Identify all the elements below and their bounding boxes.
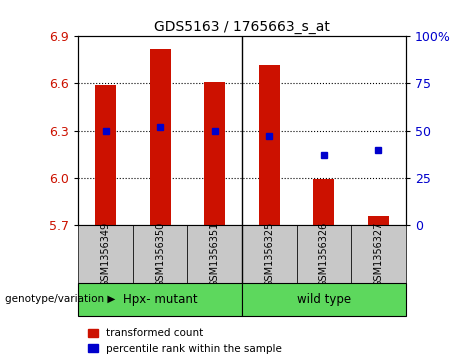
Text: GSM1356326: GSM1356326 [319, 221, 329, 287]
Text: GSM1356327: GSM1356327 [373, 221, 384, 287]
Bar [259, 65, 280, 225]
Bar [150, 49, 171, 225]
Bar [78, 283, 242, 316]
Bar [95, 85, 116, 225]
Bar [188, 225, 242, 283]
Bar [78, 225, 133, 283]
Text: GSM1356325: GSM1356325 [264, 221, 274, 287]
Bar [296, 225, 351, 283]
Bar [368, 216, 389, 225]
Text: Hpx- mutant: Hpx- mutant [123, 293, 197, 306]
Title: GDS5163 / 1765663_s_at: GDS5163 / 1765663_s_at [154, 20, 330, 34]
Bar [351, 225, 406, 283]
Bar [204, 82, 225, 225]
Text: GSM1356350: GSM1356350 [155, 221, 165, 287]
Text: wild type: wild type [297, 293, 351, 306]
Legend: transformed count, percentile rank within the sample: transformed count, percentile rank withi… [83, 324, 287, 358]
Text: GSM1356349: GSM1356349 [100, 221, 111, 287]
Bar [313, 179, 334, 225]
Bar [242, 225, 296, 283]
Bar [242, 283, 406, 316]
Bar [133, 225, 188, 283]
Text: GSM1356351: GSM1356351 [210, 221, 220, 287]
Text: genotype/variation ▶: genotype/variation ▶ [5, 294, 115, 305]
